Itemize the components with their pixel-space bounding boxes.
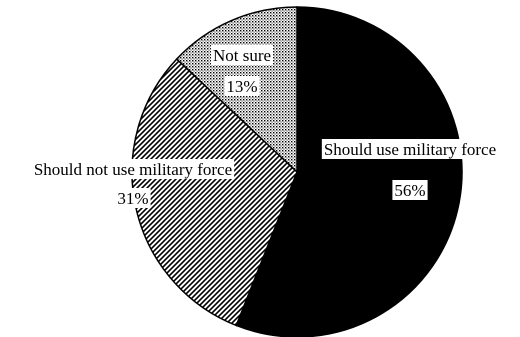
slice-value-label-background bbox=[115, 188, 151, 208]
slice-value-label: 31% bbox=[117, 189, 148, 208]
pie-slice-should-use-military-force bbox=[235, 6, 463, 337]
slice-value-label-background bbox=[392, 180, 428, 200]
slice-label-background bbox=[321, 139, 499, 159]
slice-label-group: Should not use military force bbox=[31, 159, 235, 179]
slice-value-label-group: 31% bbox=[115, 188, 151, 208]
slice-value-label-group: 13% bbox=[224, 76, 260, 96]
slice-label-group: Not sure bbox=[210, 45, 274, 65]
slice-value-label-background bbox=[224, 76, 260, 96]
slice-value-label: 13% bbox=[226, 77, 257, 96]
slice-value-label-group: 56% bbox=[392, 180, 428, 200]
pie-labels: Should use military force 56% Should not u… bbox=[31, 45, 499, 208]
slice-label-background bbox=[31, 159, 235, 179]
slice-value-label: 56% bbox=[394, 181, 425, 200]
slice-label: Should use military force bbox=[324, 140, 496, 159]
slice-label: Not sure bbox=[213, 46, 271, 65]
slice-label-background bbox=[210, 45, 274, 65]
slice-label: Should not use military force bbox=[34, 160, 232, 179]
slice-label-group: Should use military force bbox=[321, 139, 499, 159]
